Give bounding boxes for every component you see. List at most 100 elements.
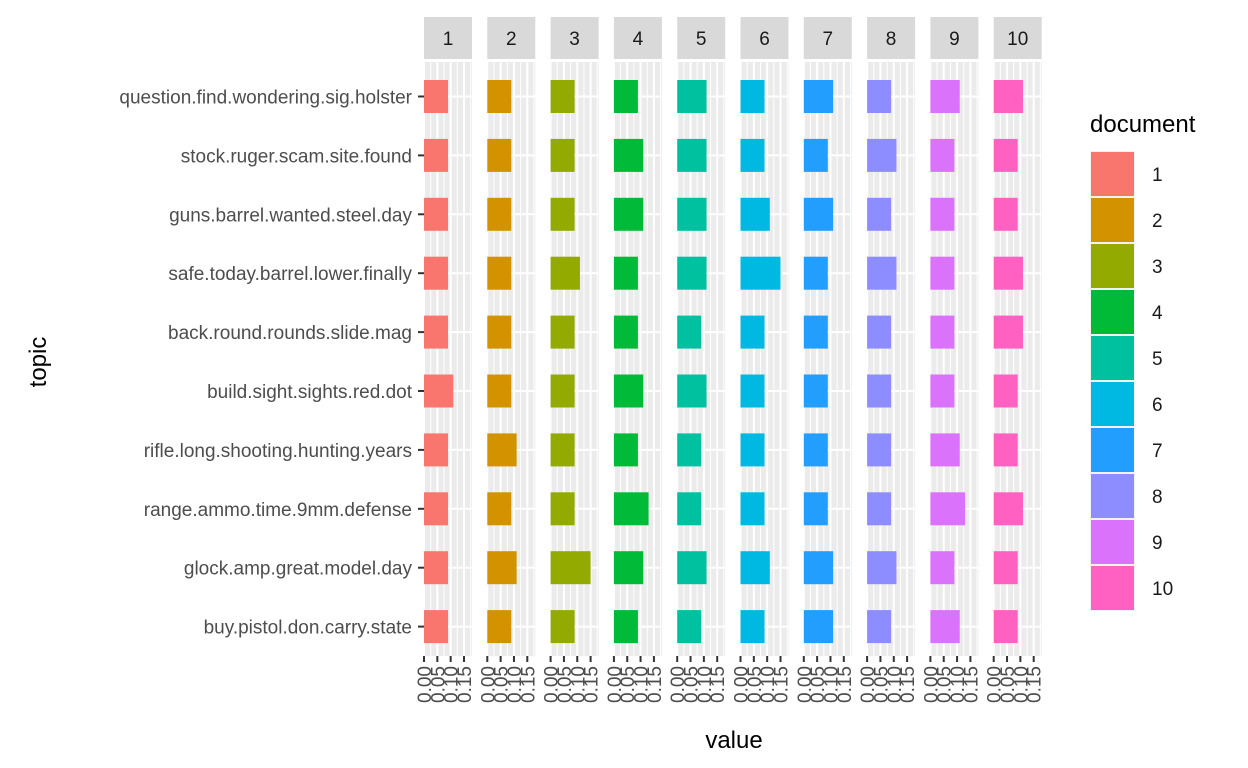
x-tick-label: 0.00 — [985, 666, 1006, 703]
bar-doc10-topic-10 — [993, 610, 1018, 644]
x-tick-label: 0.00 — [732, 666, 753, 703]
bar-doc8-topic-3 — [867, 197, 892, 231]
y-tick-label: buy.pistol.don.carry.state — [204, 618, 412, 639]
bar-doc10-topic-2 — [993, 138, 1018, 172]
x-tick-label: 0.10 — [758, 666, 779, 703]
bar-doc4-topic-4 — [613, 256, 638, 290]
facet-strip — [613, 17, 662, 59]
bar-doc6-topic-3 — [740, 197, 770, 231]
bar-doc1-topic-7 — [424, 433, 448, 467]
legend-label: 2 — [1152, 211, 1163, 232]
bar-doc1-topic-4 — [424, 256, 448, 290]
y-tick-label: back.round.rounds.slide.mag — [168, 323, 412, 344]
bar-doc6-topic-6 — [740, 374, 765, 408]
bar-doc1-topic-9 — [424, 551, 448, 585]
bar-doc7-topic-3 — [803, 197, 834, 231]
bar-doc9-topic-10 — [930, 610, 960, 644]
x-tick-label: 0.10 — [1011, 666, 1032, 703]
bar-doc4-topic-1 — [613, 80, 638, 113]
bar-doc2-topic-5 — [487, 315, 512, 349]
bar-doc4-topic-2 — [613, 138, 644, 172]
facet-strip — [740, 17, 789, 59]
bar-doc2-topic-1 — [487, 80, 512, 113]
bar-doc2-topic-6 — [487, 374, 512, 408]
bar-doc2-topic-4 — [487, 256, 512, 290]
y-axis-title: topic — [25, 337, 52, 388]
bar-doc10-topic-3 — [993, 197, 1018, 231]
bar-doc5-topic-7 — [677, 433, 702, 467]
bar-doc6-topic-1 — [740, 80, 765, 113]
facet-panels: 10.000.050.100.1520.000.050.100.1530.000… — [415, 17, 1046, 703]
bar-doc8-topic-7 — [867, 433, 892, 467]
bar-doc10-topic-1 — [993, 80, 1024, 113]
x-tick-label: 0.05 — [428, 666, 449, 703]
bar-doc3-topic-1 — [550, 80, 575, 113]
x-tick-label: 0.15 — [582, 666, 603, 703]
facet-strip — [487, 17, 536, 59]
x-tick-label: 0.00 — [415, 666, 436, 703]
legend-label: 7 — [1152, 441, 1163, 462]
bar-doc9-topic-5 — [930, 315, 955, 349]
legend-title: document — [1090, 111, 1196, 138]
bar-doc8-topic-4 — [867, 256, 897, 290]
bar-doc1-topic-1 — [424, 80, 448, 113]
x-tick-label: 0.05 — [871, 666, 892, 703]
legend-label: 6 — [1152, 395, 1163, 416]
x-tick-label: 0.10 — [568, 666, 589, 703]
facet-panel-4: 4 0.000.050.100.15 — [605, 17, 666, 703]
x-tick-label: 0.15 — [645, 666, 666, 703]
legend-key-8 — [1091, 474, 1134, 518]
bar-doc1-topic-5 — [424, 315, 448, 349]
bar-doc6-topic-10 — [740, 610, 765, 644]
facet-strip — [677, 17, 726, 59]
bar-doc2-topic-7 — [487, 433, 517, 467]
bar-doc1-topic-6 — [424, 374, 454, 408]
bar-doc3-topic-2 — [550, 138, 575, 172]
bar-doc10-topic-9 — [993, 551, 1018, 585]
bar-doc10-topic-8 — [993, 492, 1024, 526]
legend-key-3 — [1091, 244, 1134, 288]
bar-doc2-topic-8 — [487, 492, 512, 526]
bar-doc1-topic-2 — [424, 138, 448, 172]
x-tick-label: 0.05 — [492, 666, 513, 703]
bar-doc6-topic-4 — [740, 256, 781, 290]
bar-doc4-topic-10 — [613, 610, 638, 644]
x-tick-label: 0.10 — [505, 666, 526, 703]
legend-key-5 — [1091, 336, 1134, 380]
bar-doc1-topic-8 — [424, 492, 448, 526]
facet-strip-label: 2 — [506, 29, 517, 50]
bar-doc3-topic-7 — [550, 433, 575, 467]
x-tick-label: 0.05 — [935, 666, 956, 703]
x-tick-label: 0.15 — [455, 666, 476, 703]
bar-doc4-topic-3 — [613, 197, 644, 231]
bar-doc4-topic-6 — [613, 374, 644, 408]
x-tick-label: 0.00 — [605, 666, 626, 703]
bar-doc3-topic-9 — [550, 551, 591, 585]
facet-strip — [424, 17, 472, 59]
bar-doc9-topic-4 — [930, 256, 955, 290]
y-tick-label: guns.barrel.wanted.steel.day — [169, 205, 412, 226]
x-tick-label: 0.15 — [961, 666, 982, 703]
bar-doc7-topic-9 — [803, 551, 834, 585]
facet-strip-label: 9 — [949, 29, 960, 50]
legend-label: 8 — [1152, 487, 1163, 508]
legend-key-1 — [1091, 152, 1134, 196]
x-tick-label: 0.10 — [695, 666, 716, 703]
facet-strip-label: 5 — [696, 29, 707, 50]
bar-doc10-topic-6 — [993, 374, 1018, 408]
legend-key-7 — [1091, 428, 1134, 472]
facet-panel-5: 5 0.000.050.100.15 — [668, 17, 729, 703]
bar-doc4-topic-8 — [613, 492, 649, 526]
bar-doc8-topic-10 — [867, 610, 892, 644]
bar-doc6-topic-9 — [740, 551, 770, 585]
bar-doc7-topic-1 — [803, 80, 834, 113]
x-tick-label: 0.15 — [898, 666, 919, 703]
bar-doc10-topic-4 — [993, 256, 1024, 290]
x-tick-label: 0.00 — [668, 666, 689, 703]
legend-label: 10 — [1152, 579, 1173, 600]
x-tick-label: 0.00 — [478, 666, 499, 703]
bar-doc7-topic-8 — [803, 492, 828, 526]
bar-doc5-topic-1 — [677, 80, 707, 113]
bar-doc5-topic-3 — [677, 197, 707, 231]
